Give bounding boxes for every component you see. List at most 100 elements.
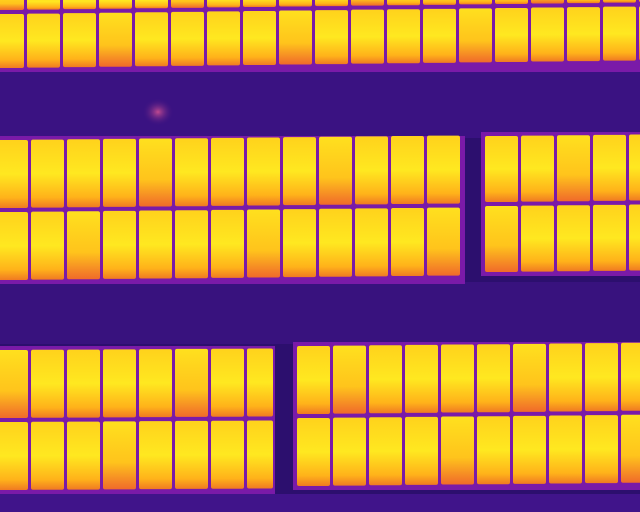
solar-cell: [521, 205, 554, 272]
solar-cell: [513, 415, 546, 484]
solar-cell: [31, 211, 64, 280]
solar-cell: [585, 415, 618, 484]
solar-cell: [603, 0, 636, 3]
solar-cell: [621, 342, 640, 411]
solar-cell: [621, 414, 640, 483]
solar-cell: [495, 7, 528, 62]
solar-cell: [139, 138, 172, 207]
solar-cell: [441, 344, 474, 413]
solar-cell: [593, 204, 626, 271]
solar-cell: [139, 421, 172, 490]
solar-cell: [279, 0, 312, 7]
solar-cell: [441, 416, 474, 485]
solar-cell: [459, 8, 492, 63]
solar-cell: [319, 208, 352, 277]
solar-cell: [135, 0, 168, 9]
solar-cell: [495, 0, 528, 4]
solar-cell: [279, 10, 312, 65]
solar-cell: [391, 208, 424, 277]
solar-cell: [549, 343, 582, 412]
solar-cell: [369, 345, 402, 414]
gap-strip: [0, 70, 640, 138]
solar-cell: [211, 137, 244, 206]
solar-cell: [175, 138, 208, 207]
panel-array: [0, 0, 640, 494]
solar-cell: [513, 343, 546, 412]
solar-cell: [351, 0, 384, 6]
solar-cell: [369, 417, 402, 486]
solar-cell: [171, 11, 204, 66]
solar-cell: [103, 210, 136, 279]
hot-spot: [142, 98, 174, 126]
solar-cell: [423, 0, 456, 5]
solar-cell: [333, 417, 366, 486]
solar-cell: [243, 10, 276, 65]
solar-cell: [247, 137, 280, 206]
solar-cell: [31, 421, 64, 490]
solar-cell: [63, 0, 96, 10]
solar-cell: [567, 0, 600, 4]
solar-cell: [333, 345, 366, 414]
solar-cell: [99, 12, 132, 67]
solar-cell: [67, 211, 100, 280]
solar-cell: [485, 206, 518, 272]
solar-cell: [391, 136, 424, 205]
solar-cell: [283, 209, 316, 278]
solar-cell: [531, 7, 564, 62]
solar-cell: [67, 349, 100, 418]
solar-cell: [175, 420, 208, 489]
solar-cell: [485, 136, 518, 202]
solar-cell: [31, 349, 64, 418]
solar-cell: [477, 416, 510, 485]
solar-cell: [297, 418, 330, 486]
gap-strip: [0, 282, 640, 344]
solar-cell: [405, 416, 438, 485]
solar-cell: [477, 344, 510, 413]
solar-cell: [139, 210, 172, 279]
solar-cell: [67, 421, 100, 490]
solar-cell: [423, 8, 456, 63]
solar-cell: [427, 207, 460, 276]
solar-cell: [207, 11, 240, 66]
solar-cell: [247, 209, 280, 278]
solar-cell: [211, 209, 244, 278]
solar-cell: [585, 343, 618, 412]
solar-cell: [175, 210, 208, 279]
solar-cell: [629, 204, 640, 271]
solar-cell: [247, 348, 273, 417]
solar-cell: [549, 415, 582, 484]
solar-cell: [531, 0, 564, 4]
solar-cell: [99, 0, 132, 9]
solar-cell: [387, 0, 420, 6]
solar-cell: [0, 350, 28, 418]
solar-cell: [103, 421, 136, 490]
solar-cell: [603, 6, 636, 61]
solar-cell: [315, 0, 348, 7]
solar-cell: [629, 134, 640, 201]
solar-cell: [63, 13, 96, 68]
solar-cell: [211, 420, 244, 489]
solar-cell: [27, 13, 60, 68]
solar-cell: [207, 0, 240, 8]
gap-strip: [0, 494, 640, 512]
solar-cell: [175, 348, 208, 417]
solar-cell: [135, 12, 168, 67]
solar-cell: [283, 137, 316, 206]
solar-cell: [351, 9, 384, 64]
solar-cell: [567, 7, 600, 62]
solar-cell: [557, 135, 590, 202]
solar-cell: [0, 14, 24, 68]
solar-cell: [139, 349, 172, 418]
solar-cell: [247, 420, 273, 489]
solar-cell: [405, 344, 438, 413]
solar-cell: [0, 140, 28, 208]
solar-cell: [31, 139, 64, 208]
solar-cell: [0, 0, 24, 10]
solar-cell: [315, 10, 348, 65]
solar-cell: [103, 138, 136, 207]
solar-cell: [103, 349, 136, 418]
solar-cell: [521, 135, 554, 202]
solar-cell: [459, 0, 492, 5]
solar-cell: [171, 0, 204, 8]
